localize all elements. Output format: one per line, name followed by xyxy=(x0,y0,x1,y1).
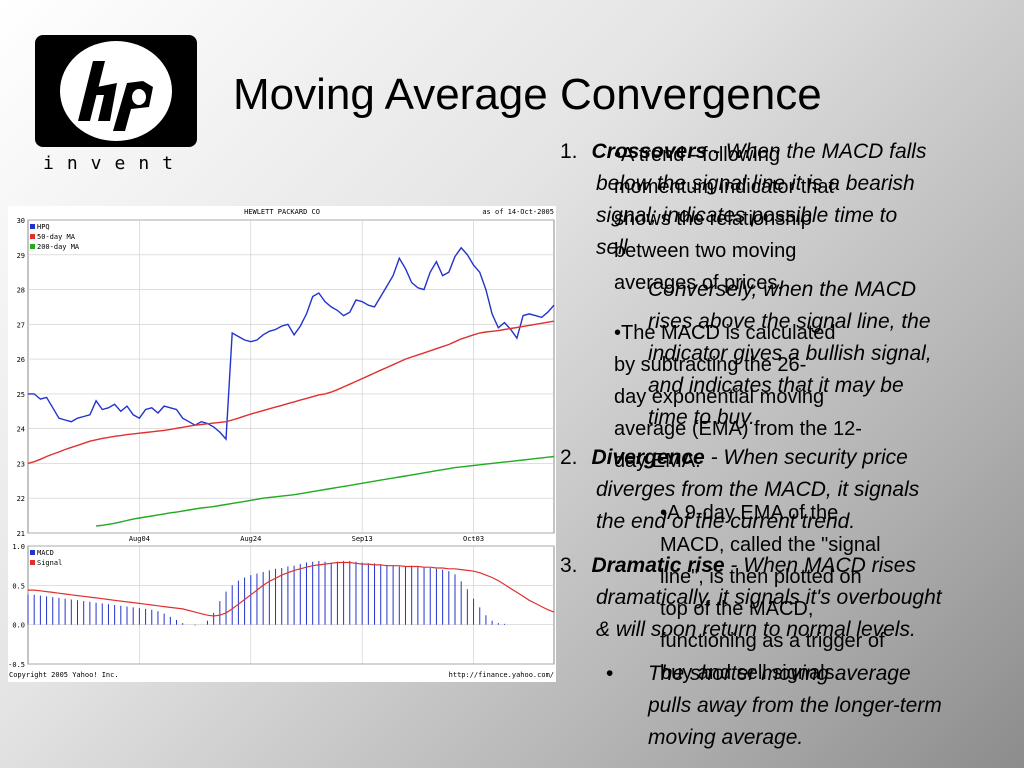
price-legend-swatch xyxy=(30,234,35,239)
price-grid: 21 22 23 24 25 26 27 28 29 30 Aug04 Aug24 Sep13 Oct03 xyxy=(17,217,555,543)
definition-line: •The MACD is calculated xyxy=(614,322,836,344)
macd-y-tick: 0.5 xyxy=(12,582,25,590)
definition-line: •A 9-day EMA of the xyxy=(660,502,839,524)
macd-y-tick: 1.0 xyxy=(12,543,25,551)
macd-series xyxy=(27,560,555,626)
signal-text-line: moving average. xyxy=(648,726,804,749)
macd-legend-label: MACD xyxy=(37,549,54,557)
chart-title: HEWLETT PACKARD CO xyxy=(244,208,320,216)
price-y-tick: 21 xyxy=(17,530,25,538)
price-legend-label: HPQ xyxy=(37,223,50,231)
chart-copyright: Copyright 2005 Yahoo! Inc. xyxy=(9,671,119,679)
price-legend-swatch xyxy=(30,244,35,249)
definition-line: MACD, called the "signal xyxy=(660,534,881,556)
signal-text-line: and indicates that it may be xyxy=(648,374,904,397)
price-y-tick: 25 xyxy=(17,391,25,399)
definition-line: between two moving xyxy=(614,240,797,262)
stock-chart-svg: HEWLETT PACKARD CO as of 14-Oct-2005 212… xyxy=(8,206,556,682)
stock-chart: HEWLETT PACKARD CO as of 14-Oct-2005 21 2… xyxy=(8,206,556,682)
price-series-line-0 xyxy=(28,246,555,441)
price-y-tick: 23 xyxy=(17,460,25,468)
signal-text-line: Conversely, when the MACD xyxy=(648,278,917,301)
macd-legend-swatch xyxy=(30,550,35,555)
signal-text-line: time to buy. xyxy=(648,406,755,429)
price-series xyxy=(27,246,555,527)
signal-text-line: below the signal line it is a bearish xyxy=(596,172,915,195)
signal-text-line: sell xyxy=(596,236,628,259)
signal-item-heading: 1. Crossovers - When the MACD falls xyxy=(560,136,926,168)
price-y-tick: 26 xyxy=(17,356,25,364)
price-y-tick: 27 xyxy=(17,321,25,329)
price-y-tick: 28 xyxy=(17,287,25,295)
price-y-tick: 24 xyxy=(17,426,25,434)
signal-text-line: signal; indicates possible time to xyxy=(596,204,898,227)
price-legend-label: 200-day MA xyxy=(37,243,80,251)
signal-term: Divergence xyxy=(591,446,705,469)
definition-line: by subtracting the 26- xyxy=(614,354,807,376)
definition-line: functioning as a trigger of xyxy=(660,630,885,652)
signal-text-line: rises above the signal line, the xyxy=(648,310,931,333)
price-x-tick: Sep13 xyxy=(352,535,373,543)
price-series-line-1 xyxy=(27,320,555,465)
signal-line xyxy=(28,561,555,617)
price-legend-label: 50-day MA xyxy=(37,233,76,241)
macd-legend: MACD Signal xyxy=(30,549,62,567)
macd-y-tick: 0.0 xyxy=(12,622,25,630)
signal-text-line: The shorter moving average • xyxy=(606,658,911,690)
signal-text-line: diverges from the MACD, it signals xyxy=(596,478,920,501)
definition-line: line", is then plotted on xyxy=(660,566,862,588)
signal-item-heading: 2. Divergence - When security price xyxy=(560,442,908,474)
signal-text-line: the end of the current trend. xyxy=(596,510,856,533)
definition-line: •A trend - following xyxy=(614,144,780,166)
signal-description: - When security price xyxy=(704,446,908,469)
signal-description: - When the MACD falls xyxy=(707,140,927,163)
definition-line: day exponential moving xyxy=(614,386,825,408)
price-legend: HPQ 50-day MA 200-day MA xyxy=(30,223,80,251)
chart-subtitle: as of 14-Oct-2005 xyxy=(482,208,554,216)
macd-legend-label: Signal xyxy=(37,559,62,567)
signal-term: Crossovers xyxy=(591,140,708,163)
logo-tagline: invent xyxy=(43,153,187,174)
hp-logo-mark xyxy=(35,35,197,147)
hp-logo: invent xyxy=(35,35,197,175)
signal-text-line: & will soon return to normal levels. xyxy=(596,618,916,641)
macd-y-tick: -0.5 xyxy=(8,661,25,669)
list-number: 2. xyxy=(560,446,578,469)
signal-text-line: dramatically, it signals it's overbought xyxy=(596,586,942,609)
list-number: 1. xyxy=(560,140,578,163)
slide-title: Moving Average Convergence xyxy=(233,70,822,119)
price-x-tick: Oct03 xyxy=(463,535,484,543)
price-y-tick: 22 xyxy=(17,495,25,503)
bullet-mark: • xyxy=(606,662,614,685)
signal-text-line: indicator gives a bullish signal, xyxy=(648,342,932,365)
signal-text-line: pulls away from the longer-term xyxy=(648,694,942,717)
definition-line: averages of prices. xyxy=(614,272,783,294)
price-x-tick: Aug04 xyxy=(129,535,150,543)
macd-legend-swatch xyxy=(30,560,35,565)
definition-line: momentum indicator that xyxy=(614,176,835,198)
price-y-tick: 29 xyxy=(17,252,25,260)
definition-line: average (EMA) from the 12- xyxy=(614,418,862,440)
definition-line: buy and sell signals. xyxy=(660,662,841,684)
definition-line: top of the MACD, xyxy=(660,598,814,620)
signal-item-heading: 3. Dramatic rise - When MACD rises xyxy=(560,550,916,582)
price-legend-swatch xyxy=(30,224,35,229)
price-x-tick: Aug24 xyxy=(240,535,261,543)
chart-source-url: http://finance.yahoo.com/ xyxy=(449,671,554,679)
signal-description: - When MACD rises xyxy=(724,554,916,577)
definition-line: day EMA. xyxy=(614,450,701,472)
signal-term: Dramatic rise xyxy=(591,554,725,577)
price-y-tick: 30 xyxy=(17,217,25,225)
definition-line: shows the relationship xyxy=(614,208,812,230)
price-series-line-2 xyxy=(96,455,555,527)
list-number: 3. xyxy=(560,554,578,577)
